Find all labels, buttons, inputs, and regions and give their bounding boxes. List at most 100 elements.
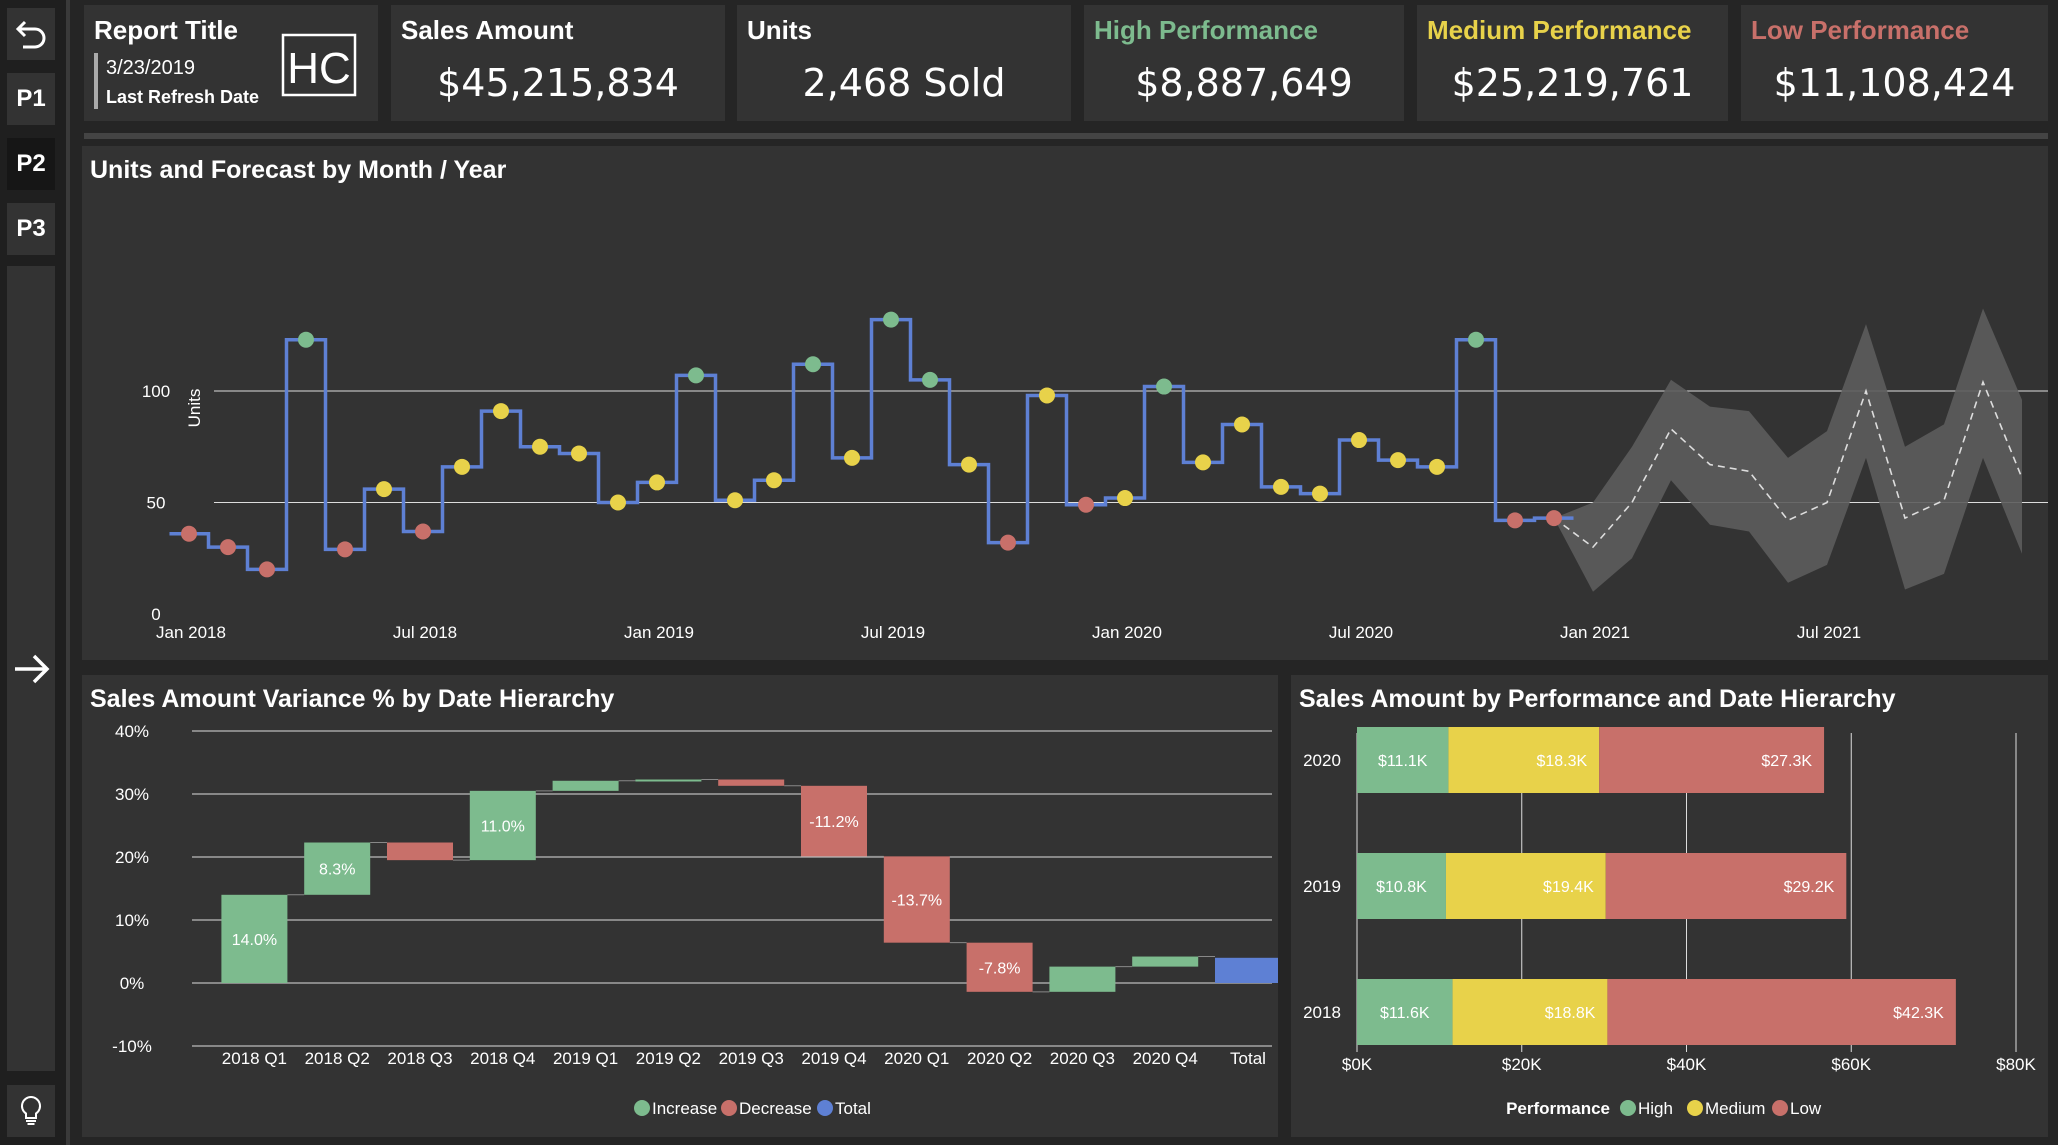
waterfall-bar [221, 894, 288, 983]
waterfall-bar [1215, 957, 1278, 983]
legend-label: Decrease [739, 1099, 812, 1118]
waterfall-bar [635, 779, 702, 782]
y-tick-label: 50 [147, 494, 166, 513]
performance-bar-panel[interactable]: Sales Amount by Performance and Date Hie… [1291, 675, 2048, 1137]
units-forecast-chart[interactable]: 0 50 100 Units Jan 2018 Jul 2018 Jan 2019 Jul 2… [82, 146, 2048, 660]
legend-marker [1687, 1100, 1703, 1116]
kpi-value: $8,887,649 [1135, 61, 1353, 105]
data-label: 14.0% [232, 932, 277, 949]
y-tick-label: 20% [115, 848, 149, 867]
page-button-label: P2 [16, 150, 46, 177]
legend-label: High [1638, 1099, 1673, 1118]
data-point [1195, 454, 1211, 471]
data-label: -11.2% [809, 814, 859, 831]
data-point [805, 356, 821, 373]
back-button[interactable] [7, 8, 55, 60]
y-tick-label: 0% [120, 974, 145, 993]
data-point [1546, 510, 1562, 527]
x-tick-label: $60K [1831, 1055, 1871, 1074]
legend-marker [634, 1100, 650, 1116]
data-point [610, 494, 626, 511]
data-point [337, 541, 353, 558]
data-point [1429, 458, 1445, 475]
kpi-label: Medium Performance [1427, 15, 1692, 45]
data-label: $27.3K [1761, 753, 1812, 770]
data-label: $42.3K [1893, 1005, 1944, 1022]
x-tick-label: 2018 Q3 [387, 1049, 452, 1068]
data-label: $11.6K [1380, 1005, 1430, 1022]
refresh-label: Last Refresh Date [106, 87, 260, 107]
kpi-card-high-performance: High Performance $8,887,649 [1084, 5, 1404, 121]
legend-label: Low [1790, 1099, 1822, 1118]
data-point [220, 539, 236, 556]
x-tick-label: Jul 2018 [393, 623, 457, 642]
x-tick-label: 2019 Q3 [719, 1049, 784, 1068]
variance-waterfall-panel[interactable]: Sales Amount Variance % by Date Hierarch… [82, 675, 1278, 1137]
x-tick-label: 2020 Q1 [884, 1049, 949, 1068]
units-step-line [169, 317, 1574, 572]
header-divider [84, 133, 2048, 139]
stacked-bar-segment [1452, 979, 1608, 1045]
x-tick-label: $0K [1342, 1055, 1373, 1074]
x-tick-label: Jul 2020 [1329, 623, 1393, 642]
data-point [532, 438, 548, 455]
data-point [493, 403, 509, 420]
page-button-p1[interactable]: P1 [7, 73, 55, 125]
waterfall-bar [883, 856, 950, 943]
waterfall-bar [1132, 956, 1199, 967]
x-tick-label: Jan 2018 [156, 623, 226, 642]
page-button-p3[interactable]: P3 [7, 203, 55, 255]
stacked-bar-segment [1599, 727, 1825, 793]
title-divider [94, 53, 98, 109]
kpi-value: 2,468 Sold [802, 61, 1006, 105]
data-point [844, 449, 860, 466]
kpi-card-units: Units 2,468 Sold [737, 5, 1071, 121]
waterfall-bar [304, 842, 371, 895]
data-label: 11.0% [481, 819, 525, 836]
x-tick-label: 2019 Q4 [801, 1049, 866, 1068]
chart-title: Units and Forecast by Month / Year [90, 156, 507, 184]
x-tick-label: Jan 2019 [624, 623, 694, 642]
kpi-card-sales-amount: Sales Amount $45,215,834 [391, 5, 725, 121]
data-point [1468, 331, 1484, 348]
legend-marker [817, 1100, 833, 1116]
y-tick-label: 100 [142, 382, 170, 401]
y-tick-label: -10% [112, 1037, 152, 1056]
x-tick-label: 2019 Q1 [553, 1049, 618, 1068]
page-button-label: P3 [16, 215, 46, 242]
lightbulb-icon [20, 1095, 42, 1125]
data-point [1156, 378, 1172, 395]
forecast-confidence-band [1554, 308, 2022, 592]
next-button[interactable] [10, 645, 54, 693]
stacked-bar-segment [1357, 853, 1446, 919]
kpi-label: High Performance [1094, 15, 1318, 45]
x-tick-label: 2020 Q3 [1050, 1049, 1115, 1068]
y-axis-label: Units [185, 389, 204, 428]
data-point [727, 492, 743, 509]
back-arrow-icon [15, 20, 46, 49]
stacked-bar-segment [1445, 853, 1606, 919]
data-point [1351, 432, 1367, 449]
svg-text:HC: HC [287, 44, 351, 93]
data-label: $19.4K [1543, 879, 1594, 896]
variance-waterfall-chart[interactable]: -10% 0% 10% 20% 30% 40% 14.0% 2018 Q1 8.3% 2018 Q… [82, 675, 1278, 1137]
x-tick-label: Jul 2019 [861, 623, 925, 642]
tips-button[interactable] [7, 1085, 55, 1137]
x-tick-label: $40K [1667, 1055, 1707, 1074]
kpi-card-medium-performance: Medium Performance $25,219,761 [1417, 5, 1728, 121]
data-point [1390, 452, 1406, 469]
arrow-right-icon [15, 654, 50, 684]
data-point [1273, 478, 1289, 495]
y-tick-label: 40% [115, 722, 149, 741]
refresh-date: 3/23/2019 [106, 57, 195, 79]
data-point [1117, 490, 1133, 507]
units-forecast-panel[interactable]: Units and Forecast by Month / Year 0 50 10… [82, 146, 2048, 660]
waterfall-bar [718, 779, 785, 786]
data-point [454, 458, 470, 475]
legend-title: Performance [1506, 1099, 1610, 1118]
page-button-p2[interactable]: P2 [7, 138, 55, 190]
legend-label: Medium [1705, 1099, 1765, 1118]
performance-stacked-chart[interactable]: $0K $20K $40K $60K $80K 2020 $11.1K $18.3K $27.3… [1291, 675, 2048, 1137]
data-label: 8.3% [319, 862, 355, 879]
legend-label: Increase [652, 1099, 717, 1118]
